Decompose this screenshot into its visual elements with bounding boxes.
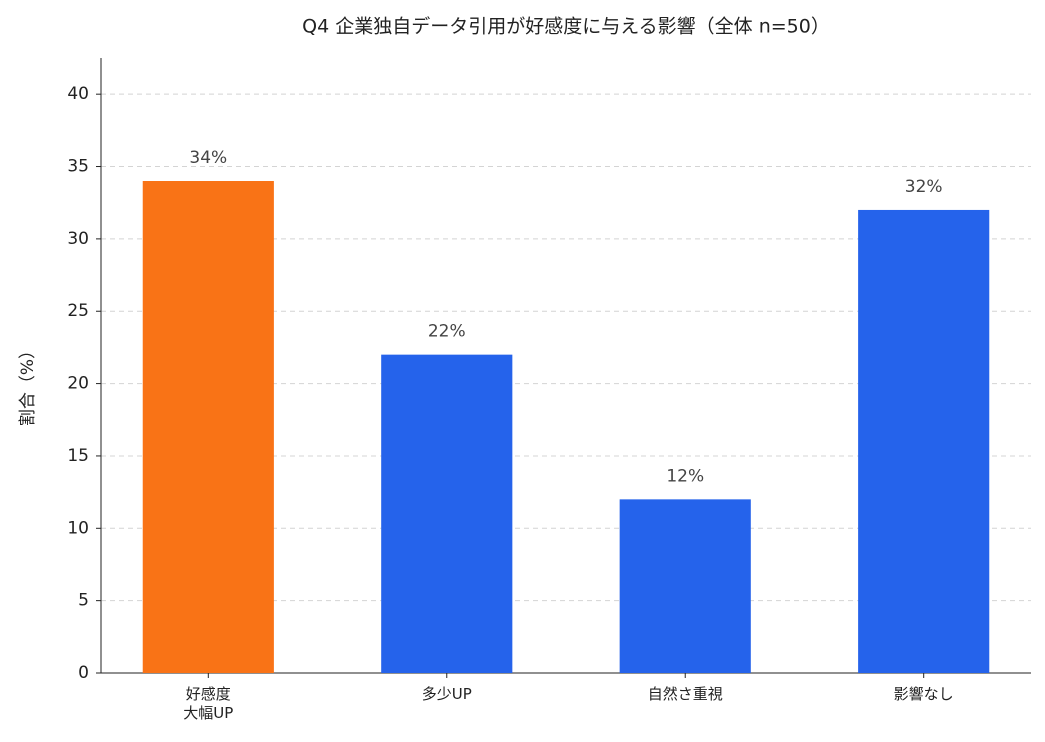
y-tick-label: 10 [67,518,89,538]
y-tick-label: 0 [78,663,89,683]
bar [381,354,513,673]
y-tick-label: 35 [67,157,89,177]
bar [619,499,751,673]
value-label: 22% [428,322,466,342]
chart-title: Q4 企業独自データ引用が好感度に与える影響（全体 n=50） [302,16,830,38]
bar [858,209,990,674]
value-label: 34% [189,148,227,168]
y-tick-label: 30 [67,229,89,249]
value-label: 12% [666,466,704,486]
x-tick-label: 自然さ重視 [647,685,723,703]
y-tick-label: 5 [78,591,89,611]
y-tick-label: 20 [67,374,89,394]
x-tick-label: 多少UP [421,685,472,703]
y-tick-label: 40 [67,84,89,104]
y-axis-label: 割合（%） [18,342,38,426]
value-label: 32% [905,177,943,197]
y-tick-label: 15 [67,446,89,466]
y-tick-label: 25 [67,301,89,321]
x-tick-label: 好感度 大幅UP [183,685,234,722]
bar [142,181,274,673]
x-tick-label: 影響なし [893,685,954,703]
